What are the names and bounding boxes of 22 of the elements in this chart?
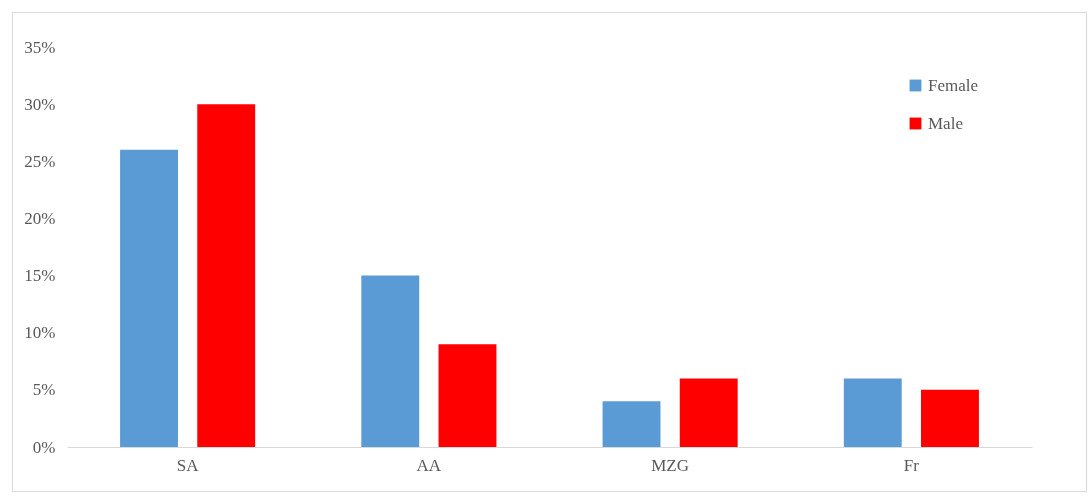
bar [197, 104, 256, 447]
y-tick-label: 5% [32, 380, 56, 400]
y-tick-label: 35% [24, 37, 56, 57]
x-tick-label: SA [176, 455, 200, 475]
y-tick-label: 30% [24, 94, 56, 114]
bar [843, 378, 902, 447]
bar [921, 389, 979, 447]
legend-label: Female [928, 75, 979, 95]
x-tick-label: Fr [903, 455, 920, 475]
bar [679, 378, 738, 447]
y-tick-label: 0% [32, 437, 56, 457]
y-tick-label: 25% [24, 151, 56, 171]
bar [361, 275, 420, 447]
bar [438, 344, 497, 447]
bar [120, 149, 178, 447]
legend-label: Male [928, 113, 963, 133]
y-tick-label: 20% [24, 208, 56, 228]
x-tick-label: MZG [651, 455, 690, 475]
bar [602, 401, 661, 447]
y-tick-label: 10% [24, 323, 56, 343]
x-tick-label: AA [416, 455, 442, 475]
y-tick-label: 15% [24, 266, 56, 286]
